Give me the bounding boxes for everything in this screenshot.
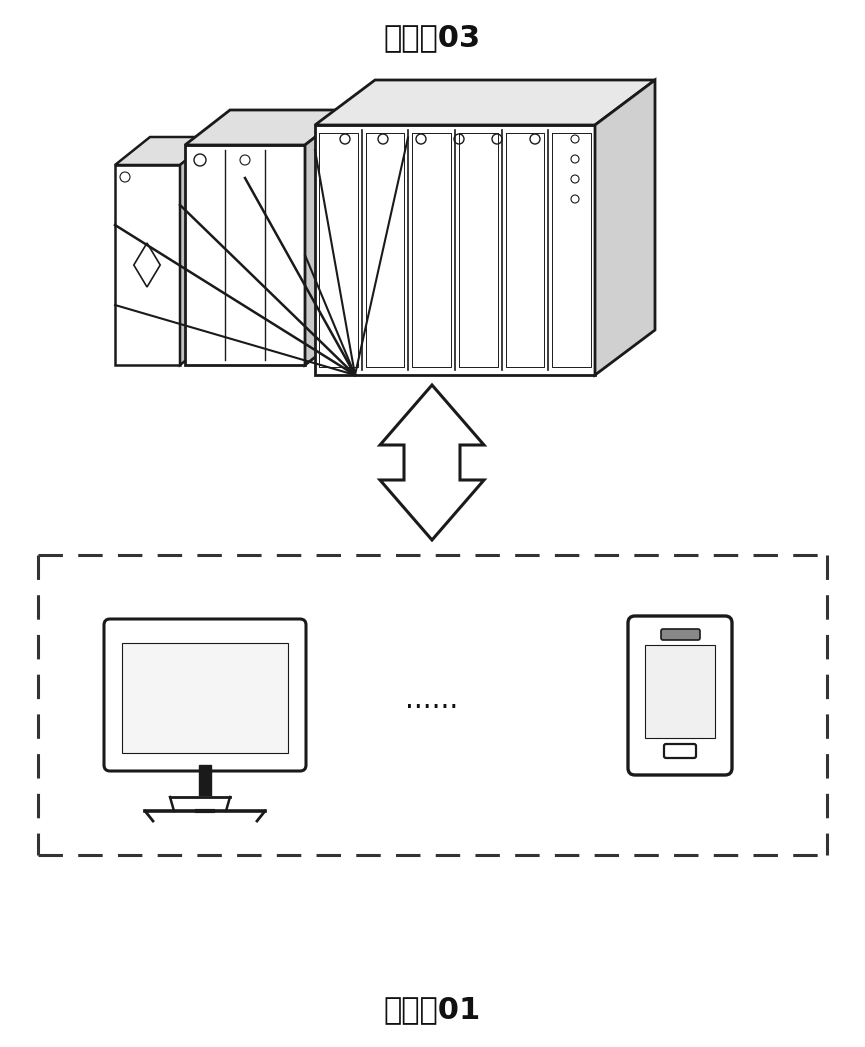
Polygon shape [595, 80, 655, 375]
Polygon shape [380, 385, 484, 540]
FancyBboxPatch shape [664, 744, 696, 758]
FancyBboxPatch shape [661, 629, 700, 640]
Polygon shape [170, 797, 230, 811]
Polygon shape [115, 137, 215, 165]
Polygon shape [199, 765, 211, 797]
FancyBboxPatch shape [628, 616, 732, 775]
Polygon shape [185, 110, 350, 144]
Polygon shape [115, 165, 180, 365]
Polygon shape [134, 243, 160, 287]
Polygon shape [315, 80, 655, 125]
Text: ......: ...... [406, 686, 458, 714]
FancyBboxPatch shape [104, 619, 306, 771]
Polygon shape [315, 125, 595, 375]
Text: 客户端01: 客户端01 [383, 996, 481, 1025]
Polygon shape [305, 110, 350, 365]
Text: 服务器03: 服务器03 [383, 23, 481, 52]
Bar [645, 645, 715, 738]
Polygon shape [185, 144, 305, 365]
Polygon shape [180, 137, 215, 365]
Bar [122, 643, 288, 753]
